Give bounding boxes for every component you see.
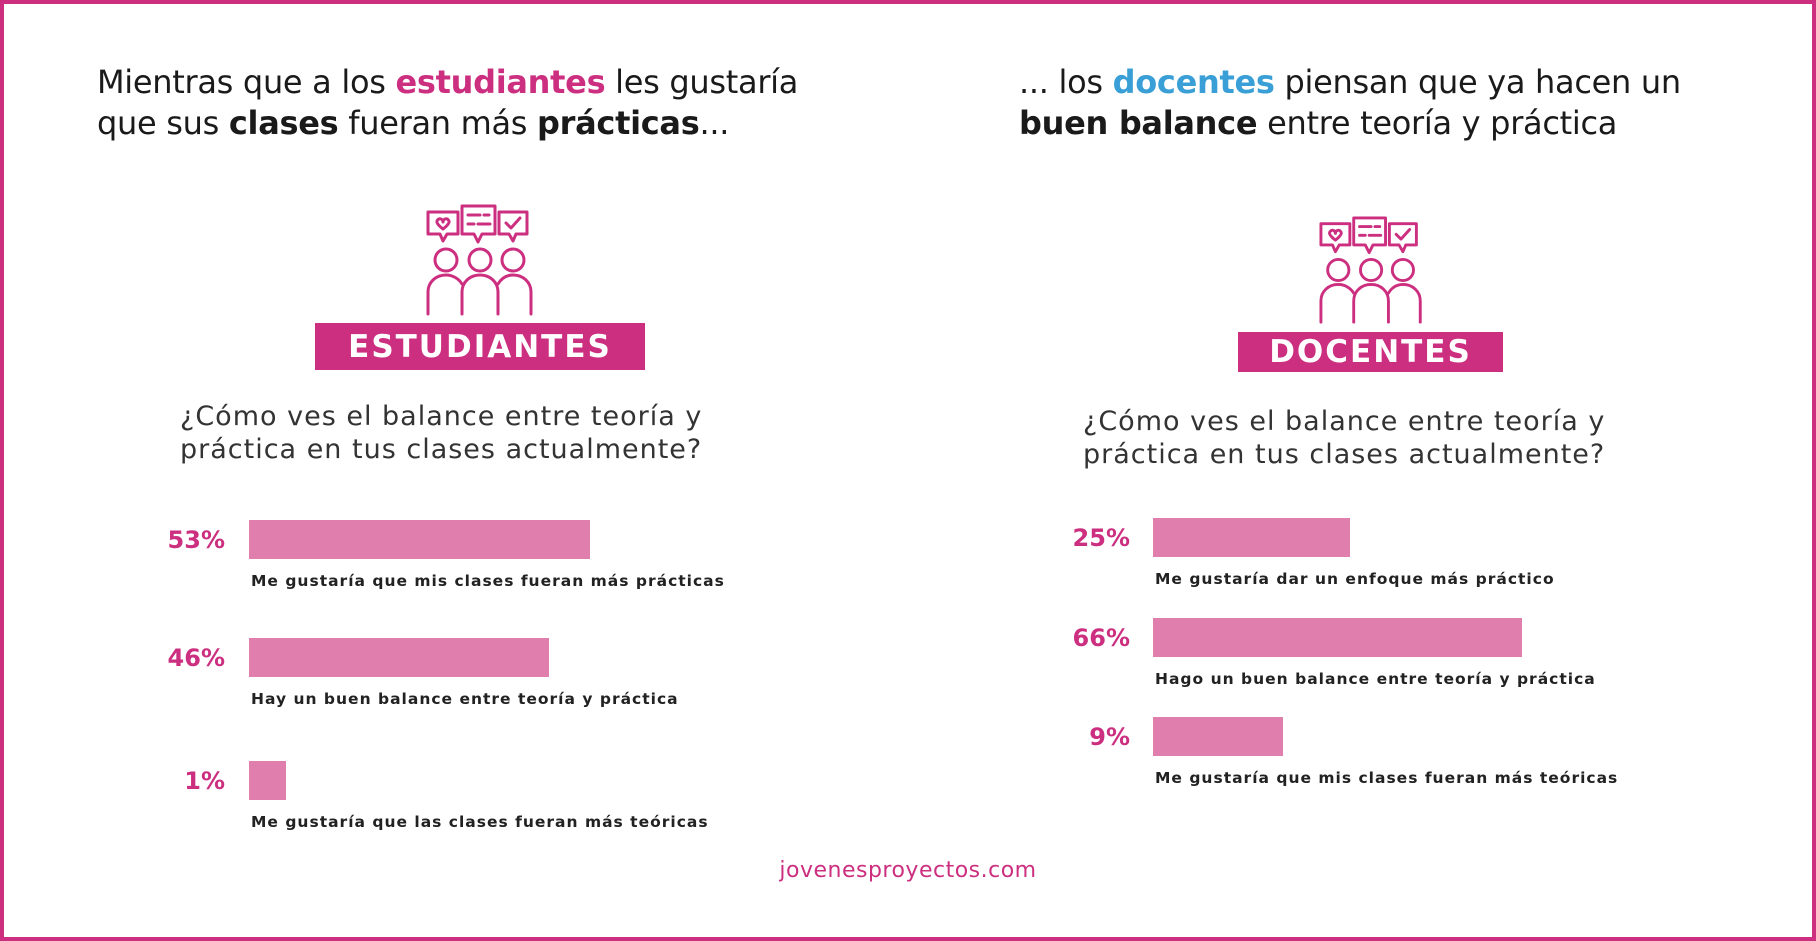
heading-text: entre teoría y práctica (1257, 104, 1618, 142)
heading-bold: buen balance (1019, 104, 1258, 142)
bar-value-label: 66% (1072, 624, 1130, 652)
heading-text: les gustaría (605, 63, 799, 101)
bar (1153, 618, 1523, 657)
heading-text: que sus (97, 104, 229, 142)
bar-category-label: Me gustaría dar un enfoque más práctico (1155, 570, 1555, 588)
docentes-banner: DOCENTES (1238, 332, 1503, 372)
heading-bold: clases (228, 104, 339, 142)
heading-bold: prácticas (537, 104, 700, 142)
bar (249, 520, 591, 559)
bar (249, 761, 286, 800)
bar-category-label: Hay un buen balance entre teoría y práct… (251, 690, 679, 708)
bar-value-label: 25% (1072, 524, 1130, 552)
footer-website[interactable]: jovenesproyectos.com (779, 858, 1037, 883)
estudiantes-banner: ESTUDIANTES (315, 323, 645, 370)
right-heading: ... los docentes piensan que ya hacen un… (1019, 62, 1681, 144)
bar-category-label: Me gustaría que las clases fueran más te… (251, 813, 709, 831)
estudiantes-question: ¿Cómo ves el balance entre teoría y prác… (180, 400, 702, 466)
bar (1153, 717, 1283, 756)
bar-category-label: Hago un buen balance entre teoría y prác… (1155, 670, 1596, 688)
heading-text: Mientras que a los (97, 63, 396, 101)
bar-value-label: 1% (184, 767, 225, 795)
question-line: práctica en tus clases actualmente? (1083, 439, 1606, 470)
question-line: práctica en tus clases actualmente? (180, 434, 703, 465)
group-feedback-icon (1319, 216, 1422, 324)
bar-category-label: Me gustaría que mis clases fueran más pr… (251, 572, 725, 590)
question-line: ¿Cómo ves el balance entre teoría y (180, 401, 703, 432)
heading-text: ... los (1019, 63, 1113, 101)
heading-text: fueran más (338, 104, 538, 142)
left-heading: Mientras que a los estudiantes les gusta… (97, 62, 798, 144)
bar-value-label: 53% (167, 526, 225, 554)
bar (249, 638, 550, 677)
group-feedback-icon (426, 204, 533, 316)
docentes-question: ¿Cómo ves el balance entre teoría y prác… (1083, 405, 1605, 471)
bar-value-label: 46% (167, 644, 225, 672)
heading-text: piensan que ya hacen un (1274, 63, 1681, 101)
bar-value-label: 9% (1089, 723, 1130, 751)
heading-text: ... (699, 104, 730, 142)
question-line: ¿Cómo ves el balance entre teoría y (1083, 406, 1606, 437)
heading-highlight: docentes (1112, 63, 1275, 101)
heading-highlight: estudiantes (395, 63, 606, 101)
bar-category-label: Me gustaría que mis clases fueran más te… (1155, 769, 1619, 787)
bar (1153, 518, 1350, 557)
